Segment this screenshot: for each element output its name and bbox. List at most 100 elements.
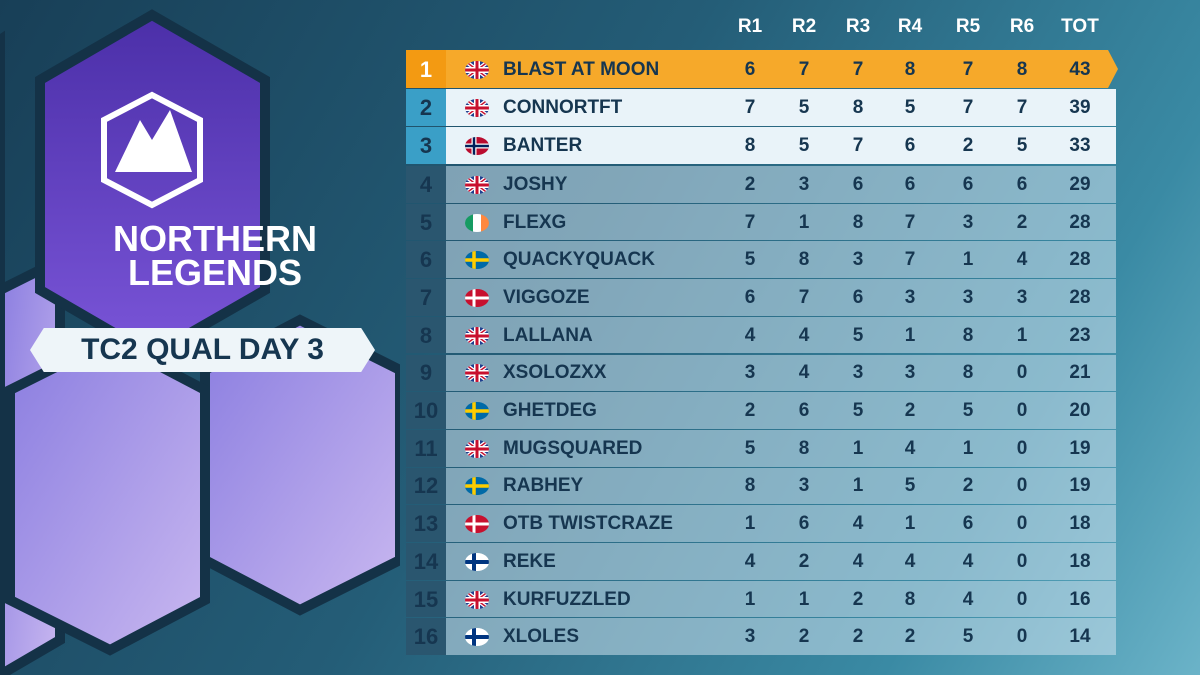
rank-background [406, 279, 446, 316]
round-score: 4 [744, 324, 756, 346]
round-score: 5 [852, 400, 864, 422]
flag [465, 213, 489, 232]
flag-cell [465, 288, 489, 307]
flag-cell [465, 326, 489, 345]
total: 21 [1069, 362, 1091, 384]
player-name: LALLANA [503, 324, 593, 346]
flag [465, 175, 489, 194]
round-score: 7 [744, 97, 756, 118]
round-score: 2 [744, 173, 756, 195]
column-header: R1 [737, 16, 763, 37]
round-score: 2 [852, 588, 864, 610]
round-score: 1 [962, 437, 974, 459]
rank: 11 [414, 435, 438, 461]
rank-background [406, 241, 446, 279]
round-score: 0 [1016, 626, 1028, 648]
round-score: 1 [904, 324, 916, 346]
flag-cell [465, 175, 489, 194]
round-score: 5 [1016, 135, 1028, 156]
rank: 1 [419, 56, 433, 82]
round-score: 3 [904, 286, 916, 308]
flag-cell [465, 628, 489, 647]
round-score: 1 [962, 249, 974, 271]
column-header: R4 [897, 16, 923, 37]
rank: 7 [419, 284, 433, 310]
round-score: 2 [904, 400, 916, 422]
round-score: 0 [1016, 362, 1028, 384]
player-name: OTB TWISTCRAZE [503, 513, 673, 535]
round-score: 8 [798, 249, 810, 271]
rank-background [406, 89, 446, 126]
flag-cell [465, 477, 489, 496]
column-header: R2 [791, 16, 817, 37]
round-score: 7 [744, 211, 756, 233]
rank-background [406, 203, 446, 241]
rank-background [406, 543, 446, 580]
total: 29 [1069, 173, 1091, 195]
brand-line: LEGENDS [127, 252, 303, 293]
round-score: 3 [852, 362, 864, 384]
round-score: 7 [904, 249, 916, 271]
flag [465, 288, 489, 307]
round-score: 4 [798, 324, 810, 346]
round-score: 6 [904, 135, 916, 156]
round-score: 5 [904, 475, 916, 497]
round-score: 3 [798, 475, 810, 497]
rank-background [406, 127, 446, 164]
round-score: 6 [962, 513, 974, 535]
round-score: 8 [904, 58, 916, 80]
row-background [406, 127, 1116, 164]
player-name: CONNORTFT [503, 97, 623, 118]
round-score: 6 [962, 173, 974, 195]
brand-line: NORTHERN [113, 218, 317, 259]
player-name: FLEXG [503, 211, 567, 233]
brand: NORTHERN LEGENDS [60, 218, 370, 293]
round-score: 7 [798, 58, 810, 80]
player-name: GHETDEG [503, 400, 597, 422]
row-background [406, 467, 1116, 505]
round-score: 1 [904, 513, 916, 535]
round-score: 1 [798, 211, 810, 233]
rank: 14 [413, 548, 439, 574]
column-header: R3 [845, 16, 871, 37]
flag-cell [465, 590, 489, 609]
row-background [406, 316, 1116, 354]
round-score: 5 [962, 400, 974, 422]
round-score: 5 [798, 135, 810, 156]
round-score: 0 [1016, 550, 1028, 572]
player-name: BLAST AT MOON [503, 58, 660, 80]
total: 14 [1069, 626, 1091, 648]
round-score: 6 [798, 400, 810, 422]
row-background [406, 241, 1116, 279]
flag [465, 628, 489, 647]
flag-cell [465, 515, 489, 534]
column-header: TOT [1061, 16, 1099, 37]
rank-background [406, 354, 446, 392]
round-score: 5 [744, 249, 756, 271]
round-score: 4 [798, 362, 810, 384]
round-score: 3 [744, 626, 756, 648]
round-score: 2 [798, 626, 810, 648]
rank: 12 [413, 473, 439, 499]
flag [465, 515, 489, 534]
round-score: 6 [1016, 173, 1028, 195]
player-name: XLOLES [503, 626, 580, 648]
row-background [406, 166, 1116, 203]
round-score: 5 [744, 437, 756, 459]
total: 28 [1069, 249, 1091, 271]
player-name: QUACKYQUACK [503, 249, 655, 271]
flag [465, 552, 489, 571]
total: 28 [1069, 211, 1091, 233]
player-name: KURFUZZLED [503, 588, 631, 610]
flag-cell [465, 439, 489, 458]
round-score: 2 [962, 475, 974, 497]
row-background [406, 580, 1116, 618]
round-score: 7 [962, 58, 974, 80]
flag [465, 251, 489, 270]
round-score: 1 [1016, 324, 1028, 346]
round-score: 6 [852, 286, 864, 308]
rank: 10 [413, 398, 439, 424]
round-score: 8 [744, 475, 756, 497]
player-name: MUGSQUARED [503, 437, 643, 459]
